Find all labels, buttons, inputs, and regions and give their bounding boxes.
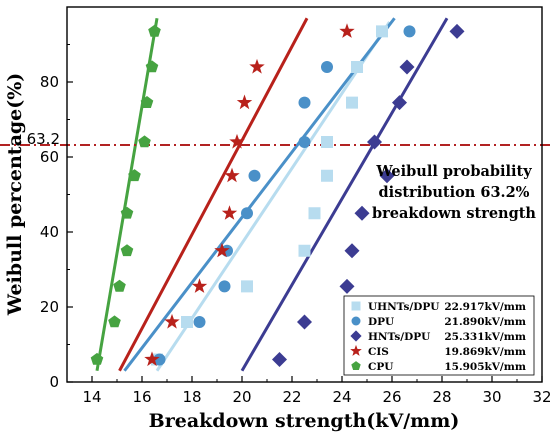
point-cpu-5 bbox=[128, 169, 141, 182]
point-uhnts-dpu-7 bbox=[346, 96, 358, 109]
legend-marker-dpu bbox=[351, 316, 361, 326]
y-axis-title: Weibull percentage(%) bbox=[4, 73, 26, 317]
point-cpu-1 bbox=[108, 315, 121, 328]
point-cis-2 bbox=[191, 278, 208, 293]
point-dpu-4 bbox=[241, 207, 253, 220]
fit-lines bbox=[95, 17, 449, 372]
x-tick-label-20: 20 bbox=[232, 388, 251, 406]
point-uhnts-dpu-1 bbox=[181, 316, 193, 328]
point-uhnts-dpu-2 bbox=[241, 280, 253, 293]
annotation-line-3: breakdown strength bbox=[372, 205, 536, 222]
point-hnts-dpu-1 bbox=[297, 314, 312, 330]
point-hnts-dpu-0 bbox=[272, 352, 287, 367]
legend-value-uhnts-dpu: 22.917kV/mm bbox=[444, 301, 526, 313]
point-dpu-6 bbox=[298, 136, 311, 148]
fit-line-hnts-dpu bbox=[240, 17, 449, 372]
x-tick-label-16: 16 bbox=[132, 388, 151, 406]
point-cpu-8 bbox=[145, 60, 159, 73]
point-uhnts-dpu-3 bbox=[298, 244, 311, 257]
y-tick-label-20: 20 bbox=[40, 298, 59, 316]
legend-marker-uhnts-dpu bbox=[351, 301, 361, 311]
fit-line-cis bbox=[118, 17, 309, 372]
point-cis-9 bbox=[339, 23, 355, 38]
x-tick-label-24: 24 bbox=[332, 388, 351, 406]
point-dpu-9 bbox=[403, 25, 416, 38]
data-points bbox=[90, 23, 465, 367]
y-tick-label-80: 80 bbox=[40, 73, 59, 91]
point-uhnts-dpu-9 bbox=[376, 25, 388, 38]
legend-marker-cpu bbox=[351, 361, 361, 370]
point-hnts-dpu-6 bbox=[367, 134, 382, 150]
axis-ticks: 14 16 18 20 22 24 26 28 30 32 0 20 40 60 80 bbox=[40, 44, 550, 406]
legend-label-dpu: DPU bbox=[368, 316, 394, 328]
point-dpu-5 bbox=[248, 169, 261, 182]
point-hnts-dpu-4 bbox=[354, 205, 370, 221]
legend-marker-cis bbox=[350, 344, 362, 356]
point-cpu-2 bbox=[113, 279, 126, 292]
legend-box bbox=[343, 295, 535, 376]
point-cis-0 bbox=[144, 351, 160, 367]
point-dpu-2 bbox=[218, 280, 231, 293]
point-cpu-4 bbox=[120, 206, 134, 219]
fit-line-cpu bbox=[95, 17, 159, 372]
legend-value-hnts-dpu: 25.331kV/mm bbox=[444, 331, 526, 343]
point-cpu-9 bbox=[148, 24, 161, 37]
point-hnts-dpu-3 bbox=[344, 243, 360, 259]
x-tick-label-32: 32 bbox=[532, 388, 550, 406]
point-cis-3 bbox=[214, 242, 230, 258]
legend-label-cis: CIS bbox=[368, 346, 389, 358]
x-tick-label-14: 14 bbox=[82, 388, 101, 406]
x-tick-label-30: 30 bbox=[482, 388, 501, 406]
legend-marker-hnts-dpu bbox=[350, 330, 362, 342]
point-uhnts-dpu-4 bbox=[308, 207, 321, 220]
point-cis-4 bbox=[221, 205, 238, 220]
point-dpu-1 bbox=[193, 316, 206, 328]
annotation-line-1: Weibull probability bbox=[375, 163, 532, 180]
x-tick-label-28: 28 bbox=[432, 388, 451, 406]
x-tick-label-26: 26 bbox=[382, 388, 401, 406]
point-cis-5 bbox=[224, 167, 240, 183]
legend-value-dpu: 21.890kV/mm bbox=[444, 316, 526, 328]
fit-line-dpu bbox=[123, 17, 396, 372]
x-tick-label-22: 22 bbox=[282, 388, 301, 406]
reference-line-label: 63.2 bbox=[27, 130, 60, 148]
legend-label-cpu: CPU bbox=[368, 361, 393, 373]
point-uhnts-dpu-6 bbox=[321, 136, 333, 148]
point-dpu-7 bbox=[298, 96, 311, 109]
point-cpu-0 bbox=[90, 352, 104, 365]
point-dpu-8 bbox=[321, 61, 333, 73]
point-cpu-7 bbox=[140, 96, 154, 108]
point-cis-6 bbox=[229, 133, 245, 149]
point-cis-8 bbox=[249, 58, 265, 74]
point-hnts-dpu-2 bbox=[339, 278, 355, 294]
legend-label-hnts-dpu: HNTs/DPU bbox=[368, 331, 430, 343]
point-hnts-dpu-7 bbox=[392, 95, 407, 111]
x-tick-label-18: 18 bbox=[182, 388, 201, 406]
legend-value-cpu: 15.905kV/mm bbox=[444, 361, 526, 373]
point-hnts-dpu-9 bbox=[449, 23, 465, 39]
legend-markers bbox=[350, 301, 362, 370]
legend: UHNTs/DPU 22.917kV/mm DPU 21.890kV/mm HN… bbox=[343, 295, 535, 376]
point-cpu-3 bbox=[120, 244, 134, 257]
annotation-line-2: distribution 63.2% bbox=[379, 184, 530, 201]
legend-value-cis: 19.869kV/mm bbox=[444, 346, 526, 358]
point-uhnts-dpu-8 bbox=[351, 61, 363, 73]
y-tick-label-0: 0 bbox=[49, 373, 59, 391]
y-tick-label-60: 60 bbox=[40, 148, 59, 166]
point-hnts-dpu-5 bbox=[379, 168, 395, 184]
y-tick-label-40: 40 bbox=[40, 223, 59, 241]
point-cpu-6 bbox=[138, 135, 151, 148]
legend-label-uhnts-dpu: UHNTs/DPU bbox=[368, 301, 439, 313]
point-cis-1 bbox=[164, 313, 180, 329]
point-uhnts-dpu-5 bbox=[321, 169, 333, 182]
fit-line-uhnts-dpu bbox=[155, 21, 391, 372]
point-hnts-dpu-8 bbox=[399, 59, 415, 75]
point-dpu-0 bbox=[153, 353, 166, 366]
point-cis-7 bbox=[236, 94, 253, 110]
x-axis-title: Breakdown strength(kV/mm) bbox=[149, 410, 460, 432]
